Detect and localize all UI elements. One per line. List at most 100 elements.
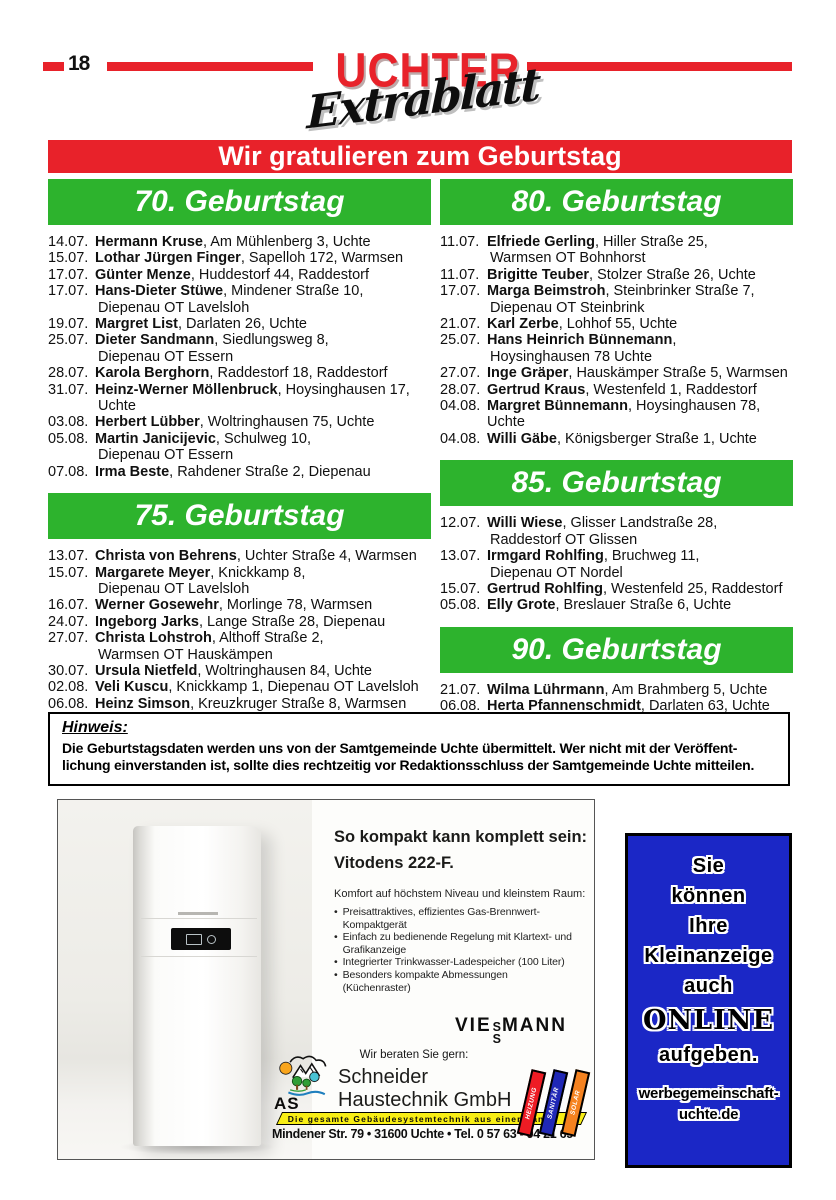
entry-text: Günter Menze, Huddestorf 44, Raddestorf (95, 267, 431, 283)
entry-address-2: Diepenau OT Steinbrink (490, 299, 645, 316)
birthday-entry: 28.07. Gertrud Kraus, Westenfeld 1, Radde… (440, 382, 793, 398)
birthday-entry: 17.07. Marga Beimstroh, Steinbrinker Stra… (440, 283, 793, 316)
birthday-list-80: 11.07. Elfriede Gerling, Hiller Straße 25… (440, 234, 793, 447)
notice-text-line-2: lichung einverstanden ist, sollte dies r… (62, 757, 755, 773)
birthday-entry: 27.07. Christa Lohstroh, Althoff Straße 2… (48, 630, 431, 663)
notice-title: Hinweis: (62, 719, 128, 736)
entry-name: Herta Pfannenschmidt (487, 698, 641, 715)
entry-date: 03.08. (48, 414, 89, 431)
section-banner-90: 90. Geburtstag (440, 626, 793, 673)
entry-name: Irmgard Rohlfing (487, 548, 604, 565)
entry-line: Ingeborg Jarks, Lange Straße 28, Diepena… (95, 614, 431, 630)
entry-address: , Lange Straße 28, Diepenau (198, 613, 386, 630)
entry-text: Hans Heinrich Bünnemann, Hoysinghausen 78… (487, 332, 793, 365)
ad-bullet: • Integrierter Trinkwasser-Ladespeicher (… (334, 956, 574, 969)
entry-name: Irma Beste (95, 463, 170, 480)
entry-address: , (672, 332, 677, 349)
entry-address: , Hiller Straße 25, (594, 234, 708, 250)
ad-bullet: • Besonders kompakte Abmessungen (Küchenr… (334, 969, 574, 994)
birthday-list-75: 13.07. Christa von Behrens, Uchter Straße… (48, 548, 431, 712)
entry-text: Marga Beimstroh, Steinbrinker Straße 7, D… (487, 283, 793, 316)
birthday-entry: 15.07. Margarete Meyer, Knickkamp 8, Diepe… (48, 565, 431, 598)
online-ad-line: Ihre (689, 915, 728, 937)
entry-date: 25.07. (48, 332, 89, 349)
section-banner-85: 85. Geburtstag (440, 460, 793, 507)
entry-text: Margret List, Darlaten 26, Uchte (95, 316, 431, 332)
entry-date: 02.08. (48, 679, 89, 696)
ad-bullet: • Einfach zu bedienende Regelung mit Klar… (334, 931, 574, 956)
entry-date: 15.07. (48, 250, 89, 267)
entry-name: Elly Grote (487, 597, 556, 614)
entry-date: 11.07. (440, 234, 480, 250)
birthday-entry: 25.07. Dieter Sandmann, Siedlungsweg 8, Di… (48, 332, 431, 365)
birthday-entry: 14.07. Hermann Kruse, Am Mühlenberg 3, Uc… (48, 234, 431, 250)
online-ad-url: werbegemeinschaft- uchte.de (638, 1085, 779, 1123)
entry-line: Hermann Kruse, Am Mühlenberg 3, Uchte (95, 234, 431, 250)
entry-line: Christa Lohstroh, Althoff Straße 2, (95, 630, 431, 646)
entry-address: , Schulweg 10, (215, 430, 312, 447)
entry-text: Werner Gosewehr, Morlinge 78, Warmsen (95, 597, 431, 613)
entry-name: Martin Janicijevic (95, 430, 216, 447)
entry-text: Inge Gräper, Hauskämper Straße 5, Warmse… (487, 365, 793, 381)
entry-address: , Kreuzkruger Straße 8, Warmsen (190, 695, 407, 712)
birthday-entry: 11.07. Brigitte Teuber, Stolzer Straße 26… (440, 267, 793, 283)
entry-line: Margret Bünnemann, Hoysinghausen 78, Uch… (487, 398, 793, 431)
entry-text: Willi Gäbe, Königsberger Straße 1, Uchte (487, 431, 793, 447)
entry-line: Brigitte Teuber, Stolzer Straße 26, Ucht… (487, 267, 793, 283)
entry-text: Christa Lohstroh, Althoff Straße 2, Warms… (95, 630, 431, 663)
entry-line: Werner Gosewehr, Morlinge 78, Warmsen (95, 597, 431, 613)
entry-text: Irma Beste, Rahdener Straße 2, Diepenau (95, 464, 431, 480)
entry-name: Margret Bünnemann (487, 398, 628, 415)
bullet-icon: • (334, 906, 338, 918)
viessmann-logo: VIE S S MANN (455, 1015, 567, 1046)
section-banner-70: 70. Geburtstag (48, 179, 431, 225)
online-ad-lines: Sie können Ihre Kleinanzeige auch ONLINE aufge… (628, 855, 789, 1067)
entry-text: Dieter Sandmann, Siedlungsweg 8, Diepenau… (95, 332, 431, 365)
entry-name: Ingeborg Jarks (95, 613, 199, 630)
boiler-image (119, 826, 275, 1155)
entry-address-2: Raddestorf OT Glissen (490, 531, 638, 548)
entry-line: Herta Pfannenschmidt, Darlaten 63, Uchte (487, 698, 793, 714)
entry-address: , Morlinge 78, Warmsen (218, 597, 373, 614)
entry-line: Gertrud Kraus, Westenfeld 1, Raddestorf (487, 382, 793, 398)
entry-address: , Am Brahmberg 5, Uchte (604, 681, 768, 698)
masthead-title: UCHTER (335, 44, 521, 98)
header-rule-mid (107, 62, 313, 71)
entry-date: 13.07. (48, 548, 89, 565)
stripe-label: SOLAR (569, 1089, 582, 1117)
birthday-entry: 15.07. Gertrud Rohlfing, Westenfeld 25, R… (440, 581, 793, 597)
entry-text: Heinz Simson, Kreuzkruger Straße 8, Warm… (95, 696, 431, 712)
entry-text: Christa von Behrens, Uchter Straße 4, Wa… (95, 548, 431, 564)
birthday-list-90: 21.07. Wilma Lührmann, Am Brahmberg 5, Uc… (440, 682, 793, 715)
entry-text: Lothar Jürgen Finger, Sapelloh 172, Warm… (95, 250, 431, 266)
entry-address: , Knickkamp 1, Diepenau OT Lavelsloh (168, 679, 419, 696)
boiler-display (171, 928, 231, 950)
boiler-photo (58, 800, 312, 1159)
entry-text: Wilma Lührmann, Am Brahmberg 5, Uchte (487, 682, 793, 698)
entry-address: , Hauskämper Straße 5, Warmsen (568, 365, 788, 382)
ad-bullet-text: Besonders kompakte Abmessungen (Küchenra… (342, 968, 508, 994)
entry-date: 17.07. (440, 283, 481, 300)
birthday-entry: 30.07. Ursula Nietfeld, Woltringhausen 84… (48, 663, 431, 679)
entry-address: , Bruchweg 11, (603, 548, 700, 565)
entry-text: Herbert Lübber, Woltringhausen 75, Uchte (95, 414, 431, 430)
entry-address: , Siedlungsweg 8, (214, 332, 329, 349)
birthday-entry: 28.07. Karola Berghorn, Raddestorf 18, Ra… (48, 365, 431, 381)
entry-text: Heinz-Werner Möllenbruck, Hoysinghausen … (95, 382, 431, 415)
entry-address-2: Uchte (98, 398, 136, 415)
entry-name: Ursula Nietfeld (95, 662, 198, 679)
entry-line: Dieter Sandmann, Siedlungsweg 8, (95, 332, 431, 348)
birthday-entry: 24.07. Ingeborg Jarks, Lange Straße 28, D… (48, 614, 431, 630)
company-address: Mindener Str. 79 • 31600 Uchte • Tel. 0 … (272, 1127, 573, 1141)
contact-intro: Wir beraten Sie gern: (359, 1049, 469, 1061)
entry-name: Willi Wiese (487, 515, 563, 532)
entry-date: 27.07. (440, 365, 481, 382)
entry-line: Heinz-Werner Möllenbruck, Hoysinghausen … (95, 382, 431, 398)
entry-address-2: Warmsen OT Bohnhorst (490, 250, 646, 267)
entry-name: Brigitte Teuber (487, 266, 590, 283)
entry-address: , Hoysinghausen 17, (277, 381, 410, 398)
entry-name: Willi Gäbe (487, 430, 557, 447)
entry-text: Irmgard Rohlfing, Bruchweg 11, Diepenau O… (487, 548, 793, 581)
bullet-icon: • (334, 931, 338, 944)
entry-name: Inge Gräper (487, 365, 569, 382)
